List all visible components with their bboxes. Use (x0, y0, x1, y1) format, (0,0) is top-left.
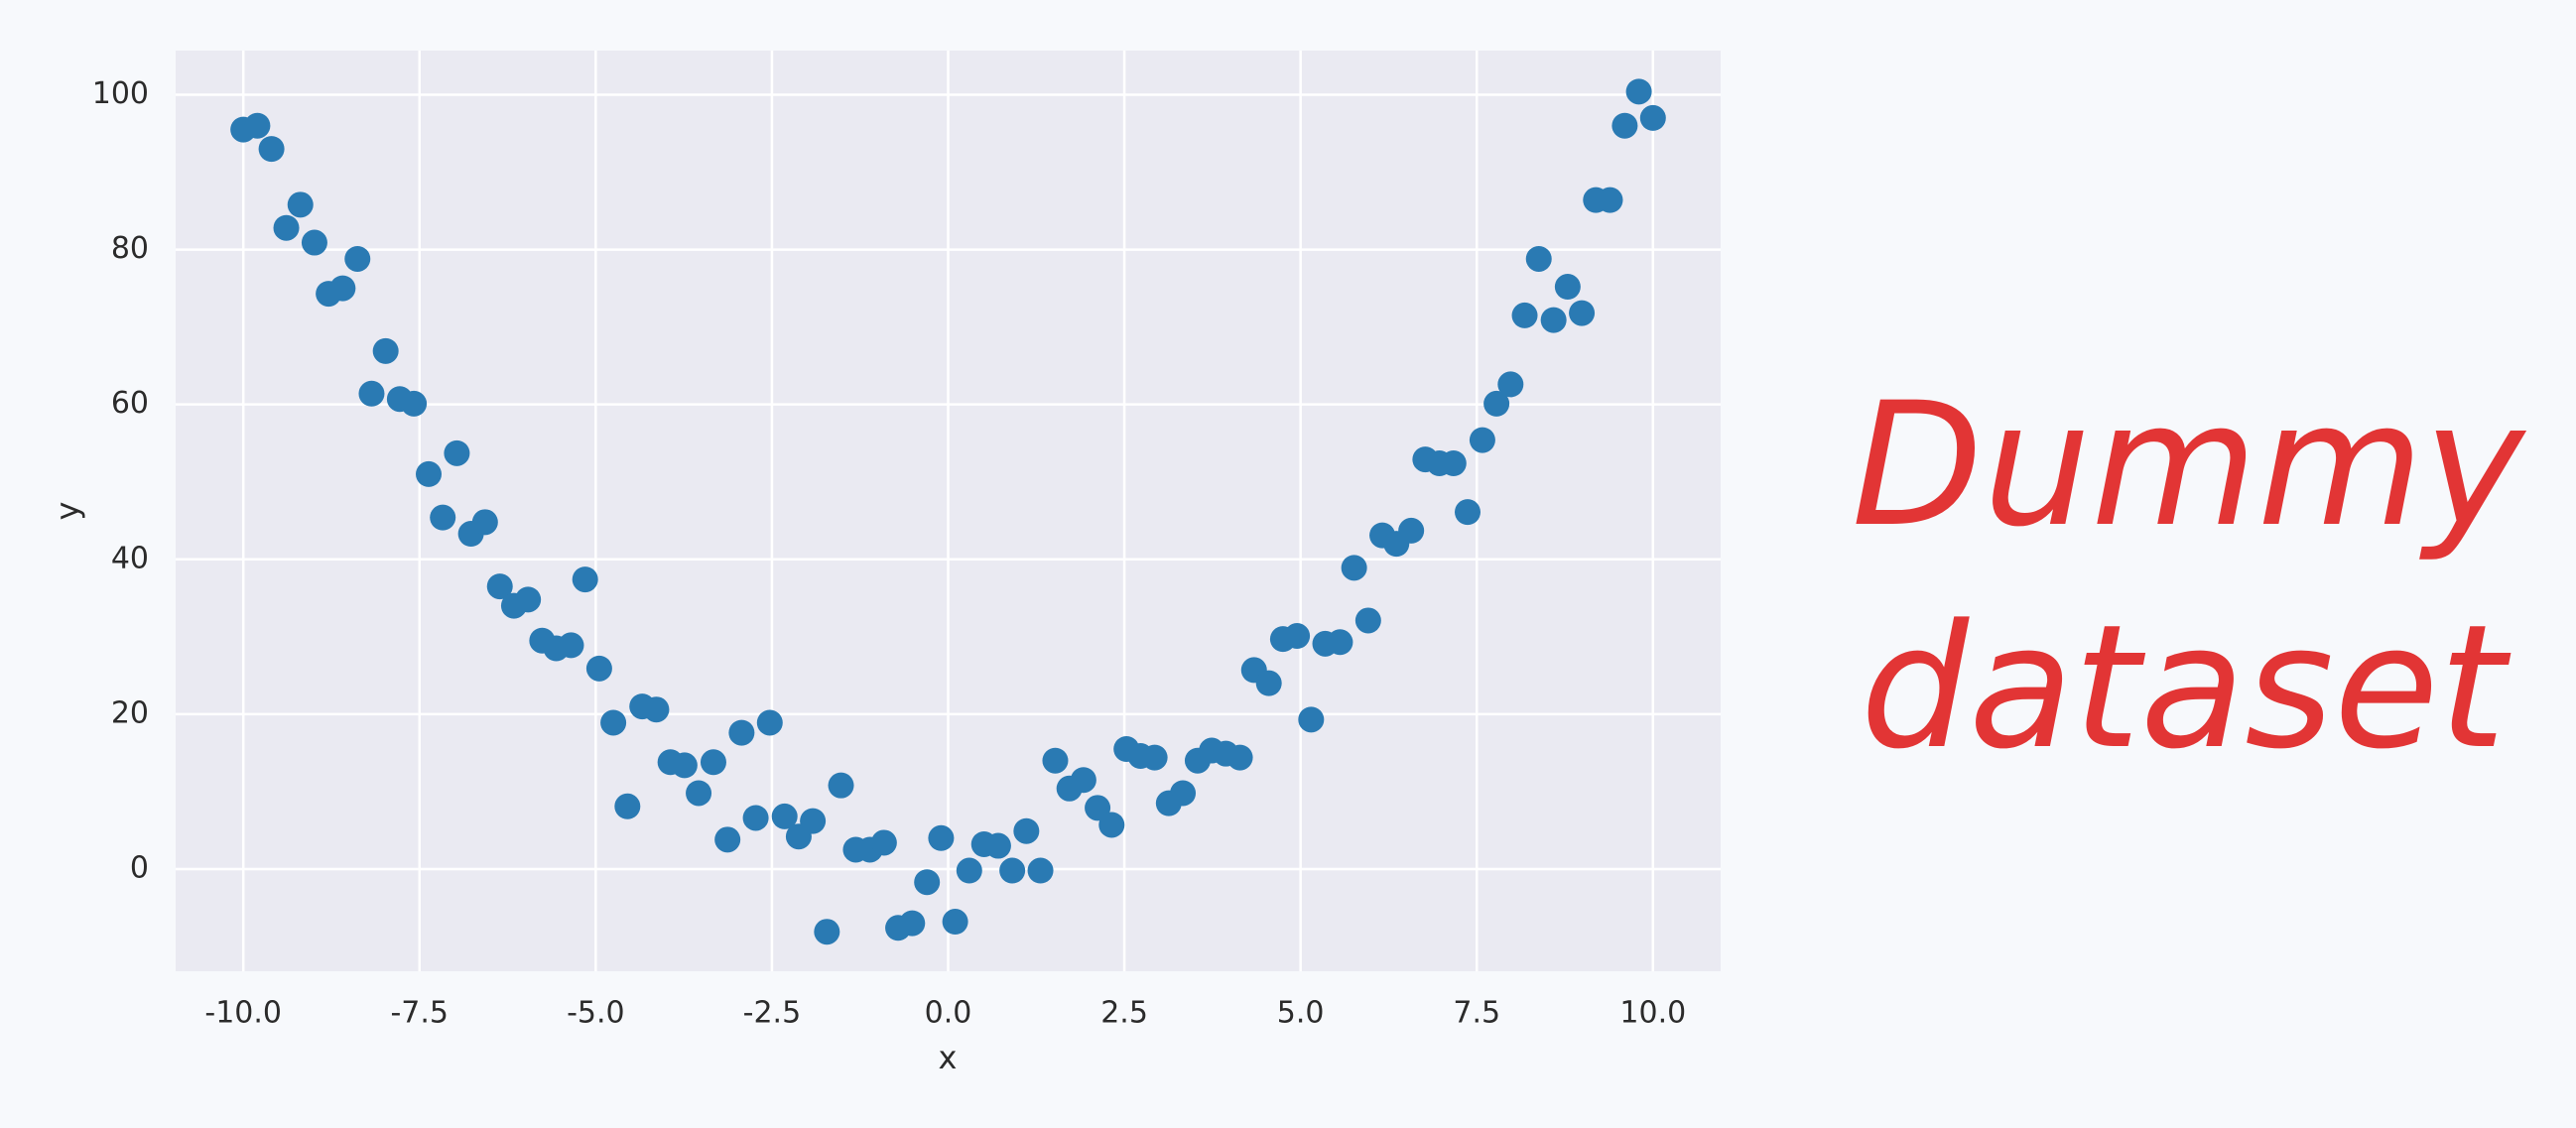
point (899, 910, 926, 937)
point (515, 586, 542, 613)
point (643, 696, 670, 723)
point (700, 749, 726, 776)
x-tick-label: 7.5 (1453, 996, 1500, 1031)
point (1070, 767, 1096, 794)
point (1255, 670, 1282, 696)
point (1483, 390, 1510, 417)
point (471, 509, 498, 536)
point (486, 573, 513, 600)
point (258, 136, 285, 163)
point (1226, 744, 1253, 771)
point (999, 857, 1026, 884)
point (1611, 112, 1638, 139)
point (1027, 857, 1054, 884)
point (287, 191, 314, 218)
point (1554, 274, 1581, 301)
point (686, 780, 712, 807)
point (600, 709, 627, 736)
point (742, 805, 769, 831)
point (558, 632, 584, 659)
point (1469, 427, 1495, 453)
point (244, 112, 271, 139)
point (1042, 747, 1069, 774)
point (344, 245, 371, 272)
y-tick-label: 40 (111, 541, 149, 575)
y-tick-label: 60 (111, 386, 149, 421)
x-tick-label: -5.0 (567, 996, 625, 1031)
point (1625, 78, 1652, 105)
point (614, 793, 641, 819)
point (756, 709, 783, 736)
point (1354, 607, 1381, 634)
point (771, 803, 798, 829)
point (1013, 817, 1040, 844)
y-tick-label: 0 (130, 850, 149, 885)
point (814, 919, 840, 945)
point (301, 229, 327, 256)
point (1098, 812, 1125, 838)
point (444, 439, 470, 466)
point (1341, 555, 1367, 581)
points (230, 78, 1666, 945)
x-tick-label: 5.0 (1277, 996, 1325, 1031)
point (585, 655, 612, 682)
point (1327, 629, 1353, 656)
point (1298, 706, 1325, 733)
y-tick-label: 80 (111, 231, 149, 266)
x-tick-label: 10.0 (1619, 996, 1686, 1031)
point (358, 380, 385, 407)
x-tick-label: 0.0 (925, 996, 972, 1031)
point (401, 390, 428, 417)
point (1398, 517, 1425, 544)
point (416, 460, 443, 487)
x-tick-label: -2.5 (743, 996, 802, 1031)
point (671, 752, 698, 779)
x-tick-label: 2.5 (1100, 996, 1148, 1031)
point (1497, 371, 1524, 398)
x-tick-label: -7.5 (390, 996, 449, 1031)
x-axis-label: x (939, 1039, 958, 1076)
point (1170, 780, 1197, 807)
point (329, 275, 356, 302)
annotation-line: Dummy (1852, 365, 2527, 564)
y-tick-label: 20 (111, 695, 149, 730)
x-tick-label: -10.0 (204, 996, 282, 1031)
point (956, 857, 982, 884)
point (1569, 300, 1596, 326)
y-tick-label: 100 (92, 76, 149, 111)
labels: x y Dummy dataset -10.0 -7.5 -5.0 -2.5 0.0 2.… (49, 76, 2526, 1076)
point (1540, 307, 1567, 333)
point (800, 808, 827, 834)
point (572, 566, 598, 593)
annotation-line: dataset (1861, 587, 2512, 787)
point (1440, 450, 1467, 476)
y-axis-label: y (49, 502, 86, 521)
point (914, 869, 941, 896)
point (928, 824, 955, 851)
point (1284, 623, 1311, 650)
point (273, 214, 300, 241)
point (984, 832, 1011, 859)
point (714, 826, 741, 853)
point (372, 337, 399, 364)
point (870, 829, 897, 856)
point (1597, 187, 1623, 213)
point (1141, 744, 1168, 771)
point (430, 504, 456, 531)
point (1511, 302, 1538, 328)
point (1639, 104, 1666, 131)
point (1454, 499, 1481, 526)
point (828, 772, 854, 799)
point (1525, 245, 1552, 272)
point (942, 909, 968, 936)
point (1085, 795, 1111, 821)
point (728, 719, 755, 746)
